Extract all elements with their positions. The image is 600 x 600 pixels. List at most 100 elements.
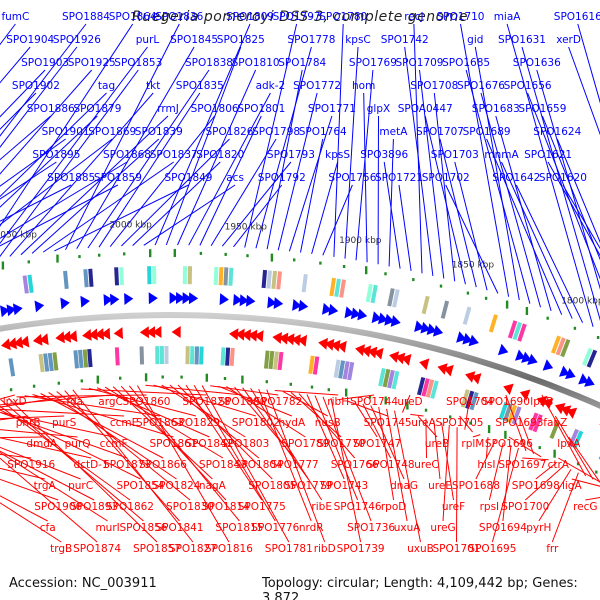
reverse-gene-arrow [465,371,476,383]
cog-color-block [155,346,160,365]
gene-label: SPO1766 [331,459,379,471]
gene-label: SPO1676 [457,80,505,92]
gene-label: SPO1862 [106,501,154,513]
gene-label: SPO1695 [468,543,516,555]
leader-line [112,386,213,480]
gene-label: SPO1901 [42,126,90,138]
gene-label: SPO1745 [364,417,412,429]
leader-line [121,138,230,247]
gene-label: SPO1845 [170,34,218,46]
gene-label: SPO1828 [182,396,230,408]
gene-label: SPO1839 [135,126,183,138]
cog-color-block [549,420,560,439]
cog-color-block [139,346,145,365]
leader-line [0,69,139,258]
leader-line [362,403,392,459]
leader-line [255,46,312,249]
gene-label: SPO1854 [117,480,165,492]
reverse-gene-arrow [19,335,30,348]
gene-label: fda [66,396,83,408]
leader-line [128,385,240,522]
gc-marker [384,272,387,276]
gene-label: kpsC [345,34,371,46]
cog-color-block [277,351,284,371]
gc-marker [205,373,208,382]
gene-label: purL [136,34,160,46]
gene-label: SPO1636 [513,57,561,69]
cog-color-block [421,378,430,397]
leader-line [568,46,600,136]
gene-label: SPO1793 [267,149,315,161]
leader-line [383,161,401,269]
cog-color-block [391,370,400,390]
leader-line [410,413,424,417]
cog-color-block [27,274,34,293]
leader-line [0,495,48,522]
gene-label: SPO1904 [6,34,54,46]
cog-color-block [8,358,16,377]
reverse-gene-arrow [297,334,308,347]
leader-line [0,502,62,543]
cog-color-block [392,289,400,308]
gene-label: SPO1736 [347,522,395,534]
reverse-gene-arrow [100,327,111,340]
cog-color-block [119,267,124,286]
cog-color-block [382,368,391,388]
leader-line [417,416,438,438]
cog-color-block [78,349,84,369]
cog-color-block [223,267,229,286]
cog-color-block [333,359,341,378]
gene-label: glpX [367,103,390,115]
gene-label: ccmF [100,438,128,450]
leader-line [242,387,309,480]
cog-color-block [560,338,571,358]
leader-line [486,138,563,315]
gene-label: hisI [477,459,495,471]
leader-line [508,436,542,458]
gene-label: SPO1739 [337,543,385,555]
gene-label: SPO1925 [68,57,116,69]
cog-color-block [517,323,527,342]
leader-line [424,115,466,285]
leader-line [558,457,600,483]
leader-line [413,23,423,274]
cog-color-block [47,352,54,372]
reverse-gene-arrow [278,332,289,345]
forward-gene-arrow [497,343,509,356]
gene-label: SPO1690 [482,396,530,408]
gene-label: SPO1837 [150,149,198,161]
gene-label: SPO1777 [271,459,319,471]
gene-label: SPO1859 [94,172,142,184]
forward-gene-arrow [322,302,332,315]
gene-label: SPO1624 [533,126,581,138]
gene-label: SPO1801 [237,103,285,115]
leader-line [0,138,113,226]
gene-label: SPO1825 [217,34,265,46]
reverse-gene-arrow [291,334,301,347]
gene-label: SPO1771 [308,103,356,115]
leader-line [459,415,473,433]
cog-color-block [334,278,341,297]
gene-label: SPO1884 [62,11,110,23]
leader-line [311,161,339,255]
gene-label: SPO1863 [136,417,184,429]
leader-line [193,385,276,522]
leader-line [72,389,194,543]
gene-label: SPO1857 [133,543,181,555]
gene-label: purC [68,480,93,492]
leader-line [0,436,42,439]
gc-marker [406,401,409,410]
gc-marker [123,252,126,256]
gene-label: SPO1797 [273,11,321,23]
gene-label: adk-2 [256,80,286,92]
leader-line [0,69,93,175]
gc-marker [365,266,368,275]
gc-marker [484,296,488,300]
reverse-gene-arrow [419,358,430,371]
gene-label: ctrA [548,459,570,471]
reverse-gene-arrow [235,328,245,341]
leader-line [233,184,283,248]
gene-label: ureC [414,459,439,471]
forward-gene-arrow [0,305,10,318]
